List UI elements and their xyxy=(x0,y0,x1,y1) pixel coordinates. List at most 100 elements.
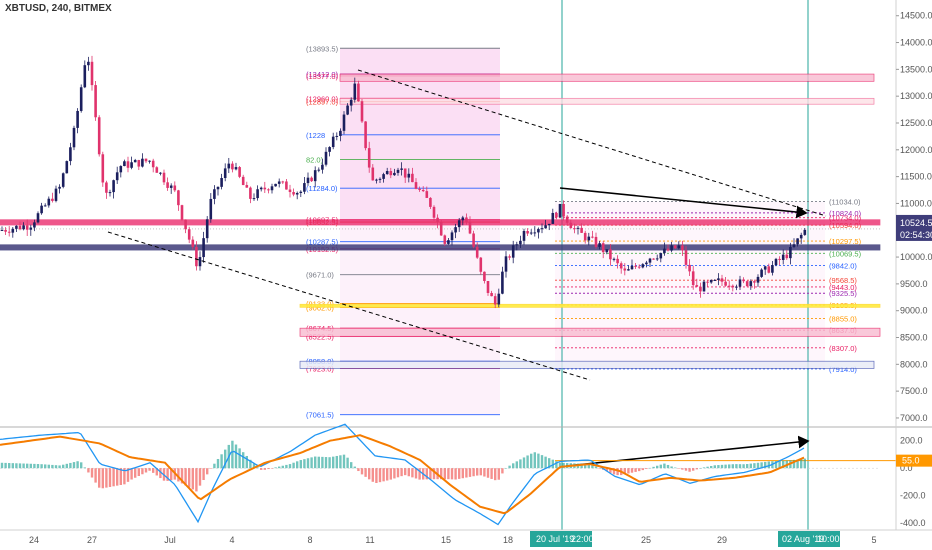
histogram-bar xyxy=(83,467,86,469)
candle-body xyxy=(281,181,285,183)
macd-tick-label: -200.0 xyxy=(900,491,926,501)
upper-dashed-trendline xyxy=(357,69,827,217)
histogram-bar xyxy=(684,468,688,471)
histogram-bar xyxy=(540,455,544,469)
candle-body xyxy=(684,250,688,265)
candle-body xyxy=(573,228,576,230)
histogram-bar xyxy=(490,468,493,479)
histogram-bar xyxy=(29,463,32,469)
candle-body xyxy=(483,271,486,281)
time-tick-label: 29 xyxy=(717,535,727,545)
candle-body xyxy=(594,236,598,247)
histogram-bar xyxy=(555,461,558,469)
candle-body xyxy=(151,160,155,168)
histogram-bar xyxy=(288,464,292,469)
pink-box xyxy=(299,327,881,337)
histogram-bar xyxy=(159,468,162,479)
histogram-bar xyxy=(674,467,677,469)
candle-body xyxy=(663,248,666,254)
histogram-bar xyxy=(220,454,223,469)
histogram-bar xyxy=(483,468,486,477)
histogram-bar xyxy=(65,463,68,469)
candle-body xyxy=(155,167,159,173)
histogram-bar xyxy=(263,468,266,470)
histogram-bar xyxy=(335,455,338,469)
fib-level-label: (12960.0) xyxy=(306,94,339,103)
candle-body xyxy=(97,117,101,155)
histogram-bar xyxy=(396,468,400,478)
histogram-bar xyxy=(108,468,112,487)
candle-body xyxy=(123,161,126,167)
candle-body xyxy=(339,130,342,136)
histogram-bar xyxy=(695,468,698,470)
candle-body xyxy=(335,135,339,137)
candle-body xyxy=(277,181,281,184)
histogram-bar xyxy=(328,457,331,469)
candle-body xyxy=(461,217,465,221)
histogram-bar xyxy=(515,461,518,469)
candle-body xyxy=(612,258,616,260)
candle-body xyxy=(47,198,51,206)
candle-body xyxy=(645,262,648,265)
histogram-bar xyxy=(753,463,756,469)
histogram-bar xyxy=(731,464,734,469)
candle-body xyxy=(177,190,180,206)
histogram-bar xyxy=(432,468,436,480)
candle-body xyxy=(681,245,684,251)
candle-body xyxy=(565,216,569,223)
candle-body xyxy=(558,203,562,218)
fib-level-label-right: (8855.0) xyxy=(829,314,857,323)
histogram-bar xyxy=(206,468,209,475)
candle-body xyxy=(421,189,425,192)
fib-level-label: (10287.5) xyxy=(306,238,339,247)
candle-body xyxy=(263,187,267,190)
candle-body xyxy=(360,101,364,122)
candle-body xyxy=(414,182,418,189)
fib-level-label: (13893.5) xyxy=(306,44,339,53)
histogram-bar xyxy=(342,454,346,469)
candle-body xyxy=(677,245,681,249)
candle-body xyxy=(504,256,508,272)
candles-layer xyxy=(0,55,807,309)
symbol-title: XBTUSD, 240, BITMEX xyxy=(5,3,112,14)
candle-body xyxy=(108,192,112,194)
histogram-bar xyxy=(357,468,360,472)
histogram-bar xyxy=(134,468,137,478)
candle-body xyxy=(148,160,151,162)
histogram-bar xyxy=(742,464,745,469)
candle-body xyxy=(295,193,299,195)
histogram-bar xyxy=(116,468,119,486)
histogram-bar xyxy=(33,463,36,469)
histogram-bar xyxy=(371,468,374,482)
histogram-bar xyxy=(87,468,90,473)
time-tag-left xyxy=(530,531,592,547)
fib-level-label: (7923.0) xyxy=(306,364,334,373)
candle-body xyxy=(778,258,781,260)
candle-body xyxy=(785,254,789,259)
candle-body xyxy=(666,248,670,251)
histogram-bar xyxy=(677,468,680,469)
fib-level-label-right: (10069.5) xyxy=(829,249,862,258)
histogram-bar xyxy=(126,468,130,482)
time-tick-label: 24 xyxy=(29,535,39,545)
candle-body xyxy=(472,233,475,247)
candle-body xyxy=(598,243,601,247)
histogram-bar xyxy=(346,457,349,469)
candle-body xyxy=(583,232,587,241)
price-tick-label: 12500.0 xyxy=(900,118,932,128)
histogram-bar xyxy=(634,468,637,472)
candle-body xyxy=(601,243,605,253)
candle-body xyxy=(310,177,313,182)
histogram-bar xyxy=(411,468,414,478)
histogram-bar xyxy=(594,466,598,469)
candle-body xyxy=(418,188,421,190)
histogram-bar xyxy=(58,465,61,469)
histogram-bar xyxy=(386,468,389,481)
fib-level-label-right: (9842.0) xyxy=(829,262,857,271)
candle-body xyxy=(709,279,713,283)
histogram-bar xyxy=(11,463,14,469)
candle-body xyxy=(83,65,87,88)
candle-body xyxy=(385,171,389,175)
